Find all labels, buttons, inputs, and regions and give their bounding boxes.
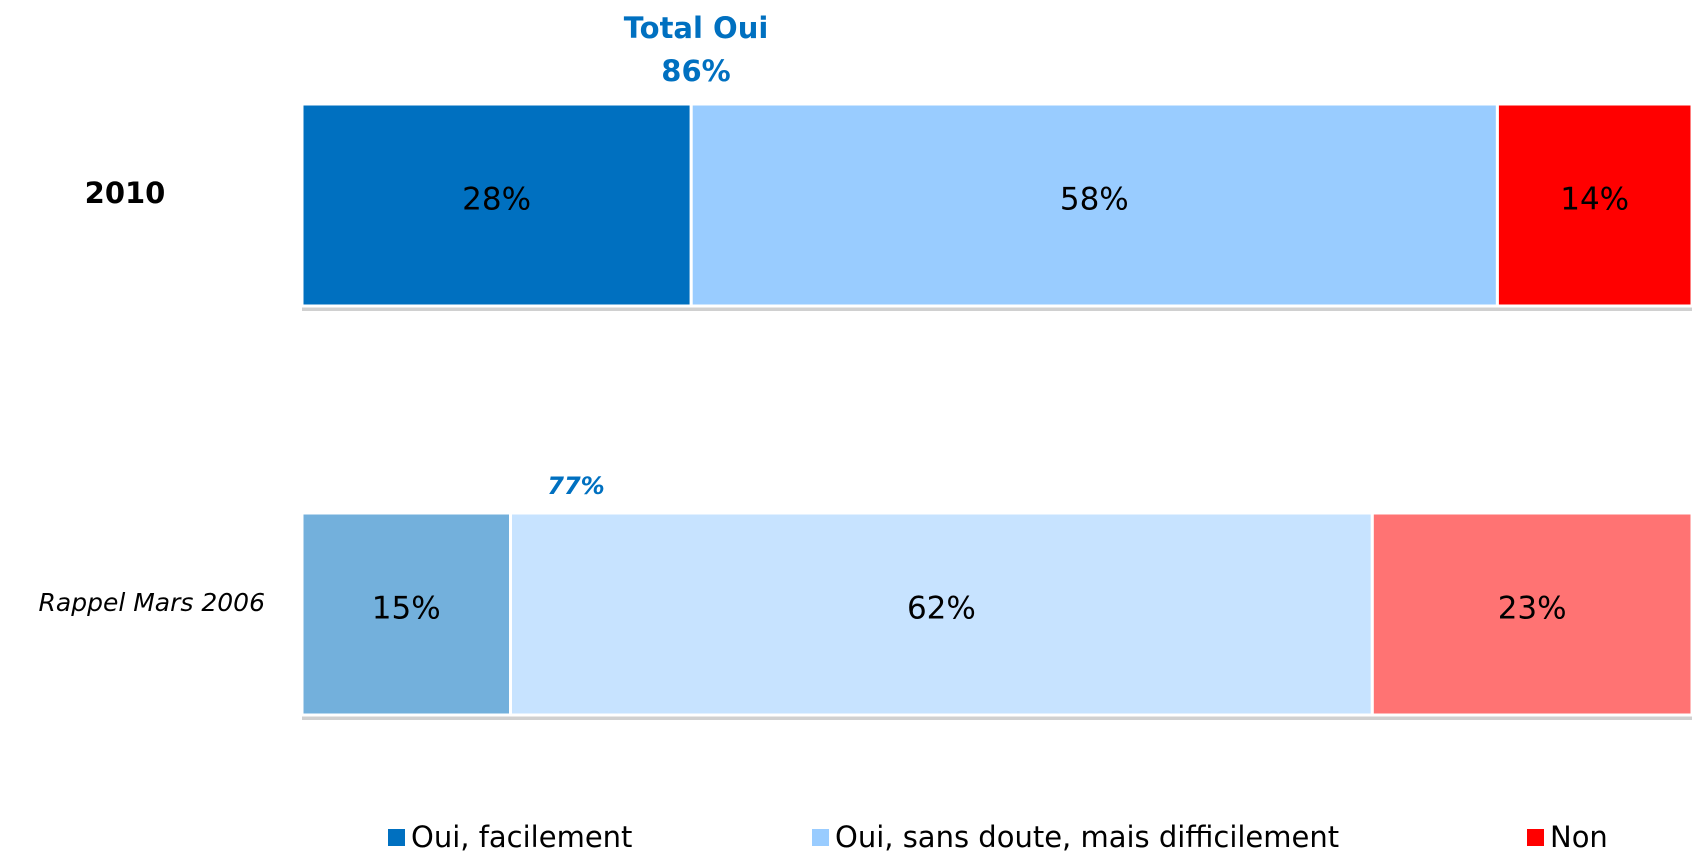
value-label: 58% xyxy=(1060,182,1129,218)
legend-label: Oui, sans doute, mais difficilement xyxy=(835,820,1339,854)
value-label: 15% xyxy=(372,591,441,627)
bar-segment xyxy=(300,511,512,717)
bar-shadow xyxy=(302,307,1692,311)
category-label: 2010 xyxy=(85,176,166,210)
bar-segment xyxy=(1370,511,1693,717)
legend-swatch xyxy=(1527,829,1544,846)
value-label: 23% xyxy=(1498,591,1567,627)
value-label: 28% xyxy=(462,182,531,218)
bar-segment xyxy=(689,102,1499,308)
legend-label: Non xyxy=(1550,820,1608,854)
bar-segment xyxy=(1495,102,1693,308)
total-value: 77% xyxy=(547,472,604,500)
total-label: Total Oui xyxy=(624,11,769,45)
bar-segment xyxy=(300,102,693,308)
category-label: Rappel Mars 2006 xyxy=(39,588,265,617)
legend-label: Oui, facilement xyxy=(411,820,632,854)
value-label: 14% xyxy=(1560,182,1629,218)
value-label: 62% xyxy=(907,591,976,627)
bar-segment xyxy=(509,511,1374,717)
total-value: 86% xyxy=(661,54,730,88)
bar-shadow xyxy=(302,716,1692,720)
legend-swatch xyxy=(388,829,405,846)
legend-swatch xyxy=(812,829,829,846)
